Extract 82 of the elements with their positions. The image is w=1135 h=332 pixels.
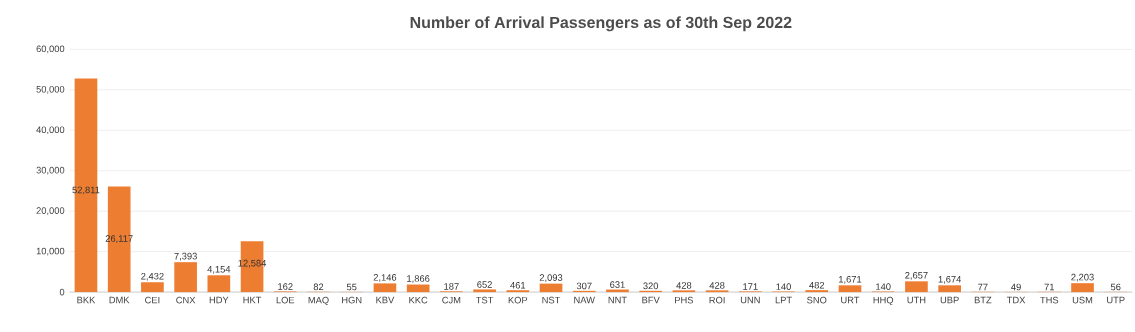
bar bbox=[141, 282, 164, 293]
x-tick-label: HGN bbox=[342, 296, 362, 304]
data-label: 2,146 bbox=[373, 274, 397, 282]
bar bbox=[74, 78, 98, 293]
x-tick-label: UNN bbox=[740, 296, 760, 304]
data-label: 2,203 bbox=[1071, 273, 1094, 282]
x-tick-label: KKC bbox=[409, 296, 428, 304]
y-tick-label: 60,000 bbox=[36, 45, 65, 54]
data-label: 2,657 bbox=[905, 271, 928, 280]
x-tick-label: THS bbox=[1040, 296, 1059, 304]
data-label: 2,093 bbox=[539, 274, 563, 282]
x-tick-label: URT bbox=[841, 296, 860, 304]
chart-title: Number of Arrival Passengers as of 30th Sep 2022 bbox=[410, 16, 792, 32]
data-label: 4,154 bbox=[207, 266, 231, 274]
data-label: 1,671 bbox=[839, 275, 862, 284]
x-tick-label: CEI bbox=[145, 296, 160, 304]
x-tick-label: PHS bbox=[675, 296, 694, 304]
x-tick-label: HDY bbox=[209, 296, 229, 304]
x-tick-label: CJM bbox=[442, 296, 461, 304]
data-label: 482 bbox=[809, 281, 825, 289]
bar bbox=[539, 283, 563, 293]
data-label: 631 bbox=[610, 281, 625, 288]
data-label: 77 bbox=[978, 283, 988, 291]
x-tick-label: BKK bbox=[77, 296, 96, 304]
x-tick-label: KOP bbox=[508, 296, 528, 304]
data-label: 171 bbox=[743, 283, 758, 290]
data-label: 652 bbox=[477, 281, 492, 288]
y-tick-label: 10,000 bbox=[36, 247, 65, 256]
x-tick-label: DMK bbox=[109, 296, 130, 304]
data-label: 320 bbox=[643, 282, 659, 290]
bar bbox=[905, 281, 928, 293]
data-label: 307 bbox=[576, 282, 592, 290]
x-tick-label: NST bbox=[542, 296, 561, 304]
y-tick-label: 0 bbox=[59, 288, 65, 296]
bar bbox=[107, 186, 131, 293]
bar bbox=[473, 289, 496, 293]
x-tick-label: USM bbox=[1072, 296, 1093, 304]
bar bbox=[838, 285, 862, 293]
data-label: 140 bbox=[876, 283, 891, 290]
data-label: 162 bbox=[278, 283, 293, 290]
x-tick-label: KBV bbox=[376, 296, 395, 304]
data-label: 187 bbox=[444, 283, 459, 290]
x-tick-label: NNT bbox=[608, 296, 627, 304]
x-tick-label: HHQ bbox=[873, 296, 894, 306]
data-label: 2,432 bbox=[141, 272, 164, 281]
data-label: 7,393 bbox=[174, 252, 197, 261]
data-label: 55 bbox=[346, 283, 357, 291]
x-tick-label: TDX bbox=[1006, 296, 1026, 304]
x-tick-label: UBP bbox=[940, 296, 959, 304]
data-label: 49 bbox=[1011, 283, 1021, 291]
x-tick-label: BFV bbox=[642, 296, 660, 304]
y-tick-label: 30,000 bbox=[36, 166, 65, 175]
x-tick-label: ROI bbox=[709, 296, 725, 304]
data-label: 82 bbox=[313, 283, 324, 291]
x-tick-label: SNO bbox=[807, 296, 827, 304]
x-tick-label: MAQ bbox=[308, 296, 329, 306]
bar bbox=[174, 262, 197, 293]
x-tick-label: UTP bbox=[1107, 296, 1125, 304]
data-label: 1,674 bbox=[938, 275, 962, 284]
data-label: 428 bbox=[676, 282, 692, 289]
bar bbox=[406, 284, 430, 293]
data-label: 428 bbox=[709, 282, 725, 289]
bar bbox=[938, 285, 961, 293]
x-tick-label: CNX bbox=[176, 296, 196, 304]
x-tick-label: HKT bbox=[243, 296, 262, 304]
data-label: 71 bbox=[1044, 283, 1055, 291]
x-tick-label: BTZ bbox=[974, 296, 992, 304]
x-tick-label: NAW bbox=[574, 296, 595, 304]
data-label: 461 bbox=[510, 281, 526, 289]
bar bbox=[207, 275, 231, 293]
x-tick-label: TST bbox=[475, 296, 494, 304]
y-tick-label: 50,000 bbox=[36, 85, 65, 94]
x-tick-label: UTH bbox=[907, 296, 926, 304]
x-tick-label: LPT bbox=[775, 296, 792, 304]
bar bbox=[373, 283, 397, 293]
data-label: 140 bbox=[776, 283, 791, 290]
data-label: 56 bbox=[1110, 283, 1121, 291]
x-tick-label: LOE bbox=[276, 296, 295, 304]
bar bbox=[1071, 283, 1094, 293]
data-label: 1,866 bbox=[407, 275, 430, 283]
y-tick-label: 20,000 bbox=[36, 207, 65, 215]
y-tick-label: 40,000 bbox=[36, 126, 65, 135]
